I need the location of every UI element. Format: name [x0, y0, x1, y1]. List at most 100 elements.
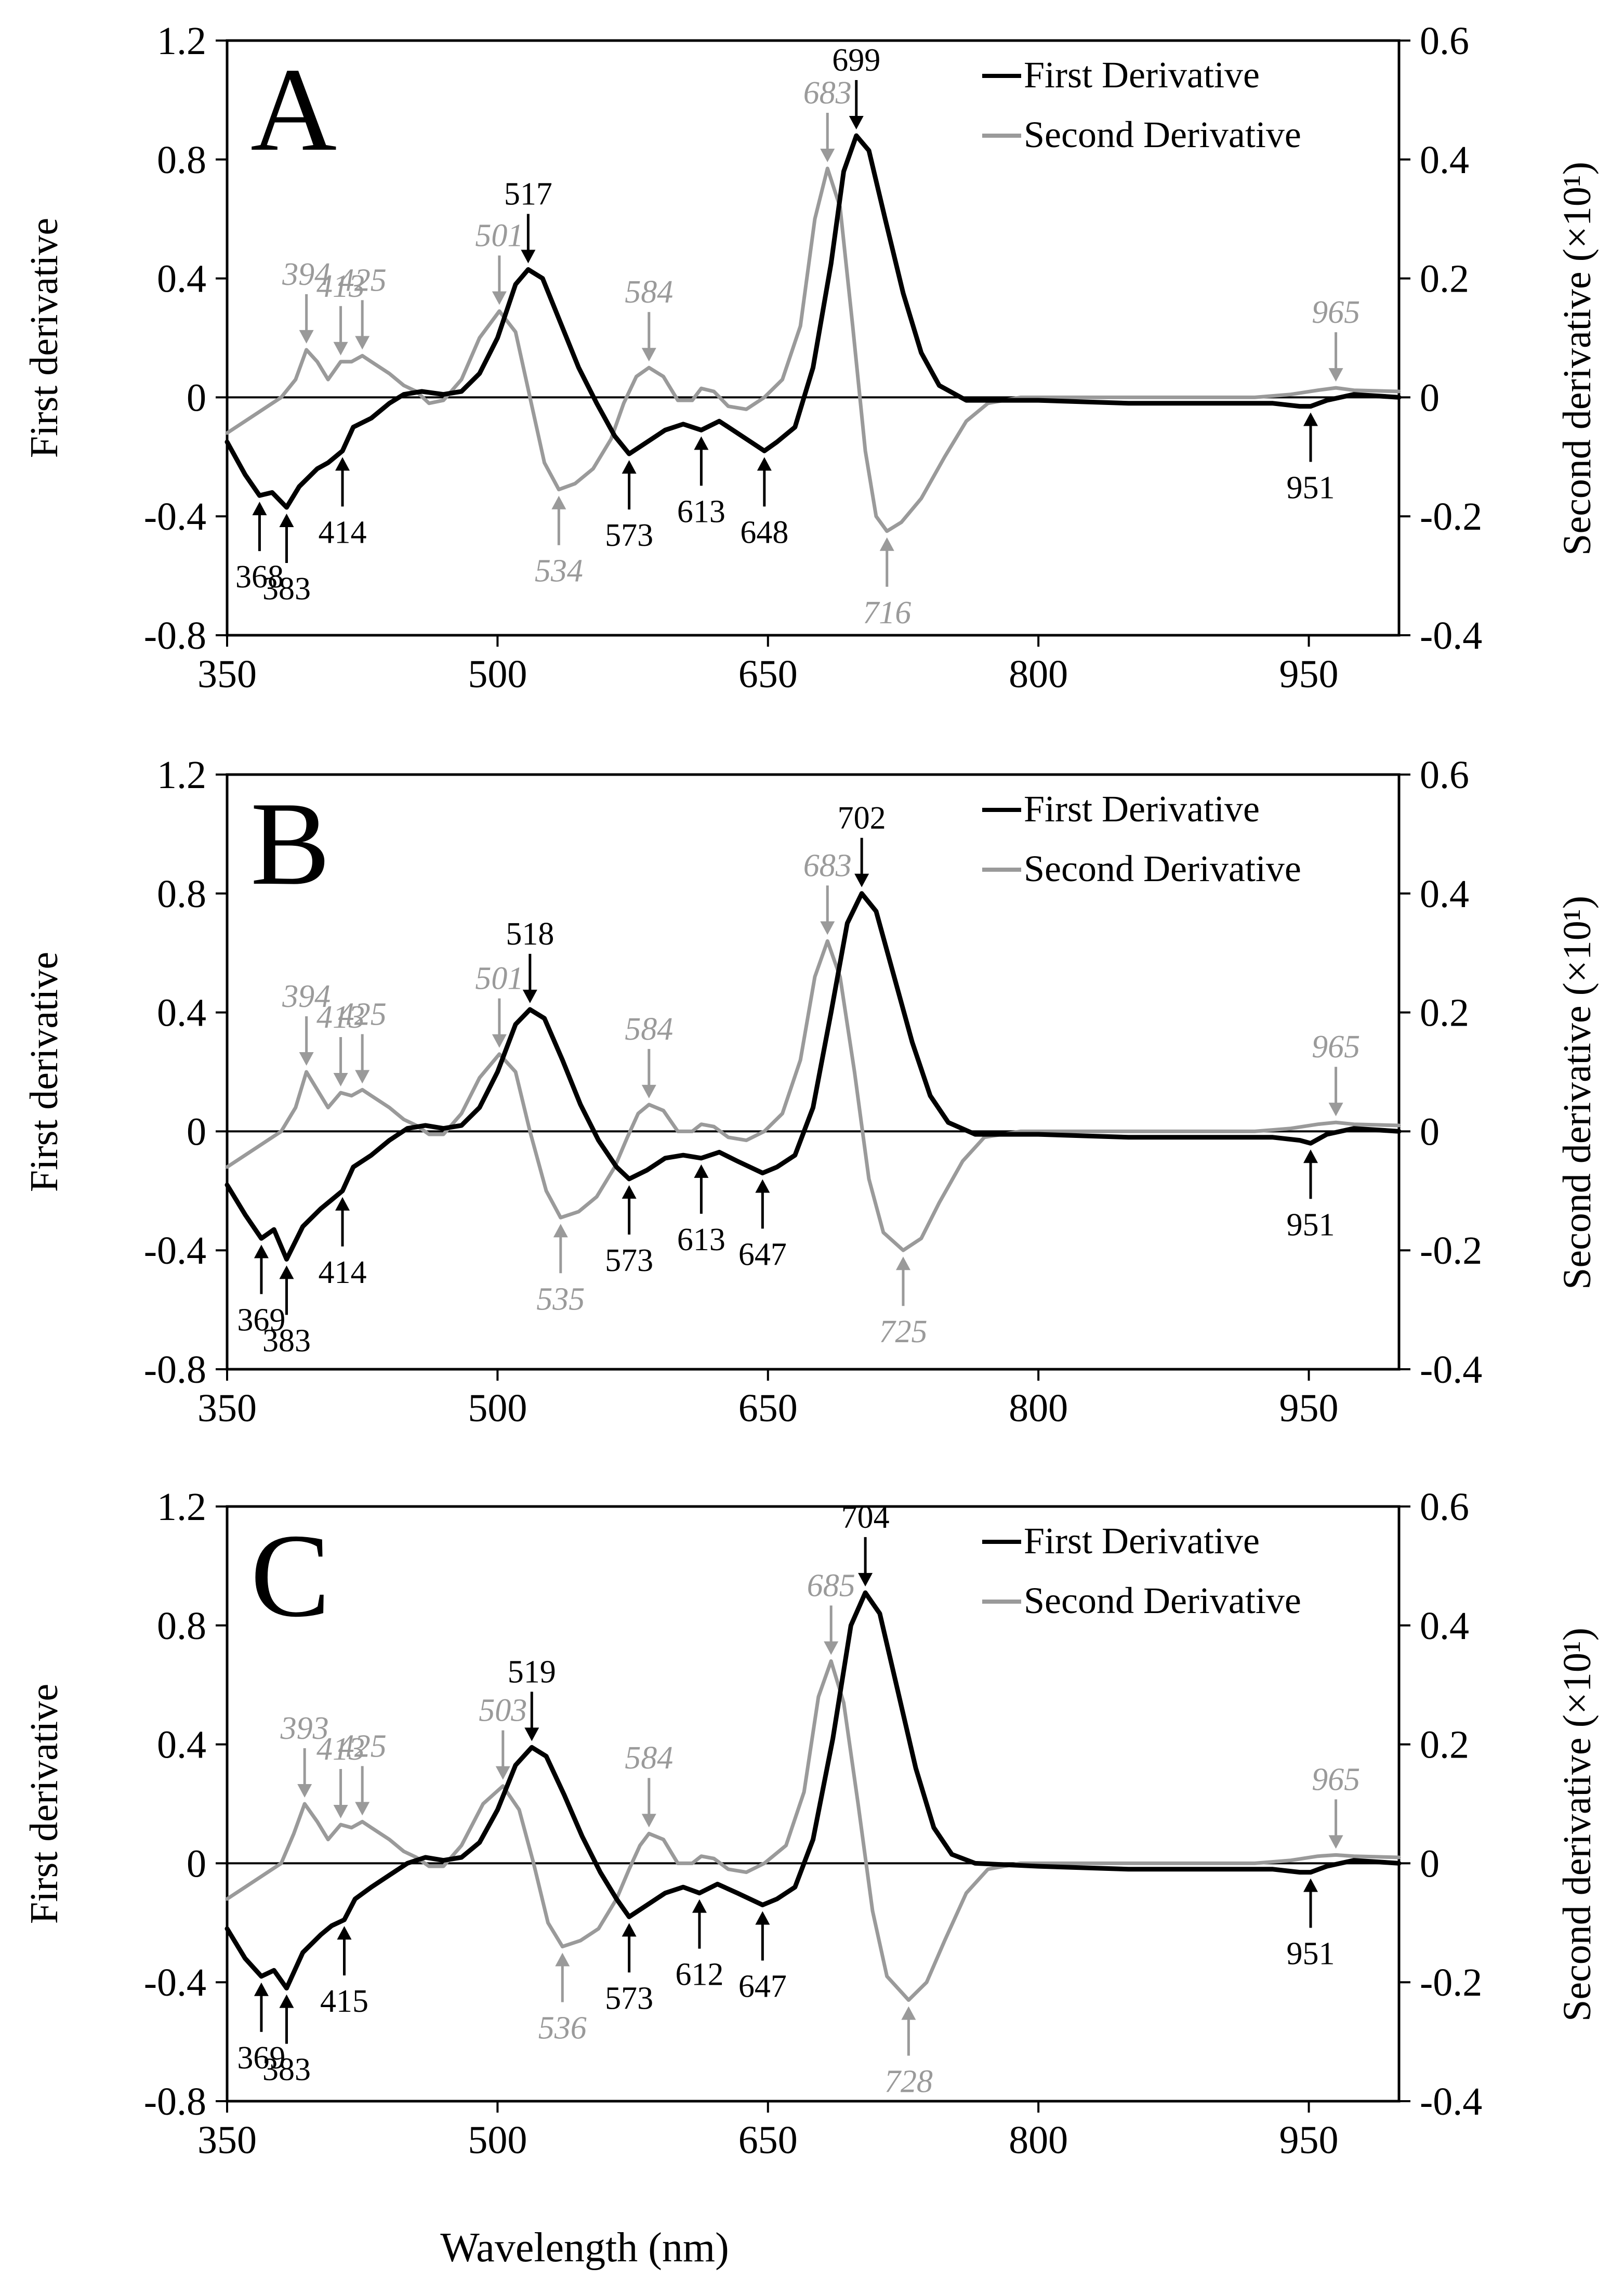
x-tick-label: 350 [197, 652, 257, 696]
peak-arrow-head [820, 148, 835, 162]
peak-arrow-head [551, 495, 566, 509]
y-left-tick-label: -0.8 [144, 1348, 206, 1392]
peak-arrow-head [641, 348, 656, 362]
plot-frame [226, 1505, 1401, 2103]
series-first-derivative-line [225, 891, 1402, 1262]
peak-arrow-head [492, 1034, 507, 1048]
peak-arrow-head [333, 1073, 348, 1087]
peak-arrow-head [854, 873, 869, 887]
peak-label: 413 [316, 1732, 365, 1767]
peak-label: 725 [879, 1314, 927, 1349]
y-right-tick-label: 0 [1420, 1110, 1440, 1154]
peak-label: 503 [479, 1693, 527, 1728]
y-right-tick-label: 0.4 [1420, 138, 1469, 182]
peak-arrow-head [622, 1185, 637, 1199]
peak-label: 501 [475, 218, 523, 254]
peak-label: 415 [320, 1984, 368, 2019]
peak-label: 648 [740, 515, 788, 550]
peak-label: 518 [506, 916, 554, 952]
peak-arrow-head [299, 1052, 314, 1066]
y-left-tick-label: -0.4 [144, 1229, 206, 1273]
peak-label: 394 [282, 257, 331, 292]
peak-arrow-head [333, 342, 348, 356]
peak-arrow-head [333, 1805, 348, 1819]
y-right-tick-label: -0.4 [1420, 1348, 1482, 1392]
peak-label: 683 [803, 848, 852, 883]
peak-arrow-head [901, 2006, 916, 2020]
peak-label: 519 [508, 1654, 556, 1689]
panel-label: B [250, 777, 330, 910]
peak-label: 716 [863, 595, 911, 631]
legend-second-label: Second Derivative [1024, 848, 1301, 889]
peak-arrow-head [495, 1766, 510, 1780]
peak-arrow-head [694, 436, 709, 450]
series-first-derivative-line [225, 133, 1402, 510]
y-left-tick-label: -0.4 [144, 1961, 206, 2004]
chart-panel-b: 1.2 0.8 0.4 0 -0.4 -0.8 0.6 0.4 0.2 0 -0.2 -0.4 350 5… [22, 753, 1599, 1430]
y-left-tick-label: 1.2 [157, 1485, 206, 1529]
y-right-tick-label: 0 [1420, 376, 1440, 420]
peak-arrow-head [824, 1641, 839, 1655]
peak-arrow-head [297, 1784, 312, 1798]
peak-arrow-head [254, 1244, 269, 1259]
x-tick-label: 650 [738, 652, 798, 696]
peak-arrow-head [622, 460, 637, 474]
peak-arrow-head [879, 537, 894, 551]
peak-label: 413 [316, 1000, 365, 1035]
panels-group: 1.2 0.8 0.4 0 -0.4 -0.8 0.6 0.4 0.2 0 -0.2 -0.4 350 5… [22, 19, 1599, 2162]
peak-arrow-head [355, 336, 370, 350]
peak-arrow-head [524, 1727, 539, 1741]
series-second-derivative-line [225, 1659, 1401, 2002]
peak-arrow-head [1328, 368, 1343, 382]
y-right-tick-label: -0.4 [1420, 614, 1482, 658]
y-right-axis-title: Second derivative (×10¹) [1555, 896, 1599, 1290]
legend-second-label: Second Derivative [1024, 114, 1301, 155]
peak-label: 612 [675, 1957, 723, 1993]
peak-label: 613 [677, 494, 725, 529]
peak-label: 383 [262, 571, 311, 607]
peak-arrow-head [299, 330, 314, 344]
peak-label: 535 [536, 1281, 585, 1317]
y-right-tick-label: -0.2 [1420, 1961, 1482, 2004]
peak-label: 425 [338, 263, 387, 298]
peak-arrow-head [757, 457, 772, 471]
peak-label: 647 [738, 1969, 787, 2004]
legend-first-label: First Derivative [1024, 1520, 1260, 1562]
y-right-tick-label: -0.4 [1420, 2080, 1482, 2124]
peak-label: 728 [884, 2064, 933, 2100]
x-tick-label: 800 [1009, 2118, 1068, 2162]
y-left-tick-label: 0.8 [157, 1604, 206, 1648]
y-left-tick-label: 0 [187, 1842, 206, 1885]
series-second-derivative-line [225, 939, 1401, 1252]
x-tick-label: 500 [468, 652, 527, 696]
peak-arrow-head [279, 514, 294, 528]
y-left-tick-label: 0.8 [157, 872, 206, 916]
peak-arrow-head [692, 1899, 707, 1913]
chart-panel-a: 1.2 0.8 0.4 0 -0.4 -0.8 0.6 0.4 0.2 0 -0.2 -0.4 350 5… [22, 19, 1599, 696]
peak-label: 584 [625, 1012, 673, 1047]
y-right-tick-label: 0.2 [1420, 257, 1469, 301]
y-left-axis-title: First derivative [22, 1684, 66, 1924]
peak-arrow-head [553, 1224, 568, 1238]
y-left-tick-label: -0.8 [144, 2080, 206, 2124]
peak-label: 425 [338, 1728, 387, 1764]
peak-label: 699 [832, 43, 880, 78]
plot-frame [226, 39, 1401, 637]
peak-arrow-head [355, 1802, 370, 1816]
x-tick-label: 950 [1279, 1386, 1339, 1430]
y-right-tick-label: 0.6 [1420, 1485, 1469, 1529]
y-right-axis-title: Second derivative (×10¹) [1555, 1628, 1599, 2022]
x-tick-label: 800 [1009, 652, 1068, 696]
x-tick-label: 650 [738, 1386, 798, 1430]
peak-arrow-head [521, 250, 536, 264]
peak-arrow-head [1328, 1835, 1343, 1849]
y-left-tick-label: -0.4 [144, 495, 206, 539]
peak-label: 368 [235, 559, 284, 595]
y-left-axis-title: First derivative [22, 952, 66, 1192]
peak-label: 702 [838, 801, 886, 836]
peak-arrow-head [335, 1197, 350, 1211]
x-tick-label: 500 [468, 1386, 527, 1430]
y-right-tick-label: 0.2 [1420, 991, 1469, 1035]
y-left-axis-title: First derivative [22, 218, 66, 458]
peak-label: 965 [1312, 1029, 1360, 1065]
